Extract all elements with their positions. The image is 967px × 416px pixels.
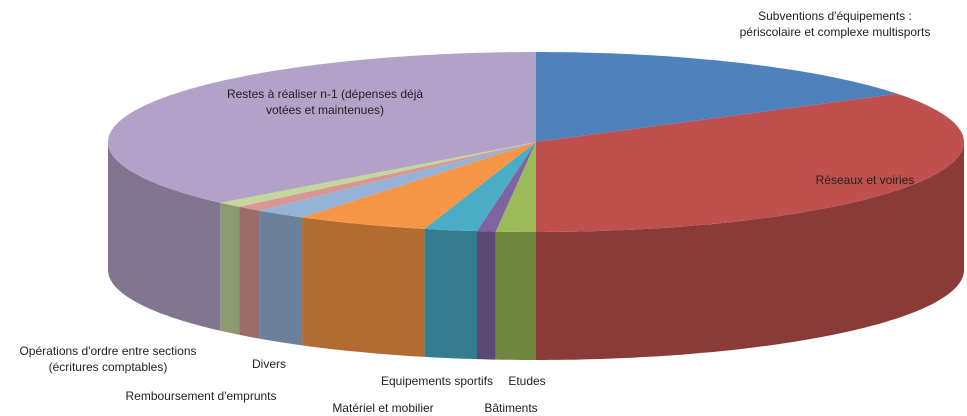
- slice-label: Subventions d'équipements : périscolaire…: [739, 9, 931, 39]
- slice-side: [424, 228, 477, 360]
- slice-label: Matériel et mobilier: [332, 401, 434, 415]
- slice-label: Etudes: [508, 374, 546, 388]
- slice: [477, 142, 536, 232]
- slice-side: [108, 142, 221, 331]
- slice-side: [477, 231, 496, 360]
- slice: [220, 142, 537, 207]
- slice-label: Equipements sportifs: [380, 374, 494, 388]
- slice-side: [220, 202, 240, 335]
- slice-label: Opérations d'ordre entre sections (écrit…: [19, 344, 197, 374]
- slice-side: [495, 231, 536, 360]
- slice-side: [536, 142, 964, 360]
- slice: [302, 142, 536, 229]
- slice-side: [259, 210, 303, 346]
- slice: [424, 142, 536, 232]
- slice: [495, 142, 536, 232]
- slice-side: [302, 217, 425, 357]
- slice-label: Réseaux et voiries: [815, 173, 915, 187]
- slice-side: [239, 206, 260, 339]
- slice-label: Bâtiments: [484, 401, 538, 415]
- slice-label: Divers: [251, 357, 286, 371]
- slice-label: Remboursement d'emprunts: [125, 389, 277, 403]
- slice: [536, 52, 898, 142]
- slice-label: Restes à réaliser n-1 (dépenses déjà vot…: [226, 87, 424, 117]
- slice: [259, 142, 536, 218]
- slice: [239, 142, 536, 211]
- slice: [536, 93, 964, 232]
- slice: [108, 52, 536, 203]
